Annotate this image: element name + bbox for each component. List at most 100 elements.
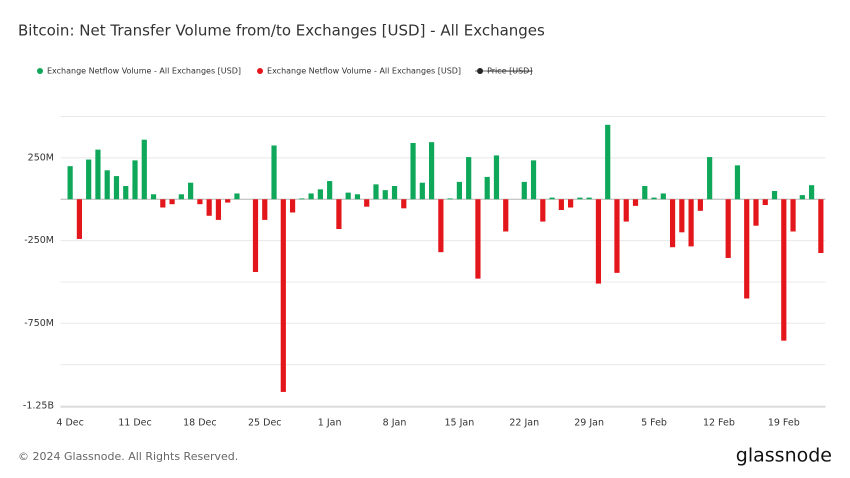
- legend-label: Exchange Netflow Volume - All Exchanges …: [267, 67, 461, 76]
- bar: [568, 199, 574, 208]
- bar: [771, 190, 778, 200]
- bar: [632, 199, 639, 206]
- bar: [141, 139, 147, 200]
- x-tick-label: 1 Jan: [318, 418, 342, 429]
- bar: [493, 155, 500, 200]
- bar: [67, 166, 73, 200]
- x-tick-label: 18 Dec: [183, 418, 217, 429]
- bar: [753, 199, 759, 226]
- bar: [530, 160, 537, 200]
- brand-logo: glassnode: [736, 445, 832, 467]
- bar: [540, 199, 546, 222]
- bar: [549, 197, 555, 200]
- bar: [95, 149, 101, 200]
- bar: [327, 181, 333, 200]
- bar: [808, 185, 815, 200]
- bar: [299, 198, 305, 200]
- bar: [86, 159, 92, 200]
- bar: [215, 199, 222, 220]
- footer: © 2024 Glassnode. All Rights Reserved.: [18, 450, 238, 463]
- bar: [382, 190, 388, 200]
- bar: [679, 199, 685, 233]
- bar: [271, 145, 277, 200]
- bar: [623, 199, 629, 222]
- bar: [104, 170, 110, 200]
- x-tick-label: 4 Dec: [56, 418, 83, 429]
- bar: [150, 194, 157, 200]
- bar: [781, 199, 787, 341]
- bar: [558, 199, 564, 210]
- bar: [113, 176, 120, 200]
- bar: [577, 197, 583, 200]
- bar: [669, 199, 676, 248]
- legend-marker: [257, 68, 264, 74]
- bar: [438, 199, 444, 253]
- bar: [484, 176, 490, 200]
- bar: [401, 199, 407, 209]
- bar: [289, 199, 296, 213]
- bar: [595, 199, 602, 284]
- bar: [262, 199, 268, 220]
- bar: [447, 198, 453, 200]
- bar: [475, 199, 481, 279]
- bar: [345, 192, 351, 200]
- bar: [725, 199, 731, 258]
- legend-marker: [37, 68, 43, 74]
- bar: [466, 157, 472, 200]
- bar: [642, 186, 648, 200]
- bar: [234, 193, 240, 200]
- x-tick-label: 15 Jan: [445, 418, 475, 429]
- x-tick-label: 29 Jan: [574, 418, 604, 429]
- x-tick-label: 12 Feb: [703, 418, 735, 429]
- bar: [697, 199, 703, 211]
- x-tick-label: 19 Feb: [768, 418, 800, 429]
- bar: [614, 199, 620, 273]
- bar: [688, 199, 694, 247]
- bar: [660, 193, 666, 200]
- bar: [419, 182, 425, 200]
- y-tick-label: -750M: [24, 318, 54, 329]
- bar: [503, 199, 509, 232]
- bar: [252, 199, 259, 273]
- bar: [744, 199, 750, 299]
- bar: [456, 181, 463, 200]
- bar: [123, 186, 129, 200]
- bar: [799, 195, 805, 200]
- bar: [734, 165, 741, 200]
- bar: [586, 197, 592, 200]
- bar: [197, 199, 203, 205]
- chart-title: Bitcoin: Net Transfer Volume from/to Exc…: [18, 22, 545, 40]
- bar: [308, 193, 314, 200]
- bar: [336, 199, 342, 230]
- bar: [280, 199, 286, 392]
- bar: [225, 199, 231, 203]
- bar: [188, 182, 194, 200]
- y-tick-label: -1.25B: [23, 401, 54, 412]
- bar: [364, 199, 370, 207]
- bar: [707, 157, 713, 200]
- bar: [206, 199, 212, 216]
- legend-label: Exchange Netflow Volume - All Exchanges …: [47, 67, 241, 76]
- x-tick-label: 22 Jan: [509, 418, 539, 429]
- bar: [818, 199, 824, 253]
- bar: [428, 142, 435, 200]
- bar: [521, 181, 527, 200]
- bar: [373, 184, 379, 200]
- bar: [354, 194, 361, 200]
- bar: [317, 189, 323, 200]
- x-tick-label: 8 Jan: [383, 418, 407, 429]
- y-tick-label: -250M: [24, 235, 54, 246]
- x-tick-label: 5 Feb: [641, 418, 667, 429]
- bar: [178, 194, 184, 200]
- x-tick-label: 11 Dec: [118, 418, 152, 429]
- bar: [132, 160, 138, 200]
- x-tick-label: 25 Dec: [248, 418, 282, 429]
- bar: [605, 124, 611, 200]
- bar: [391, 186, 398, 200]
- bar: [790, 199, 796, 232]
- bar: [160, 199, 166, 208]
- bar: [651, 197, 657, 200]
- bar: [169, 199, 175, 205]
- bar: [410, 143, 416, 200]
